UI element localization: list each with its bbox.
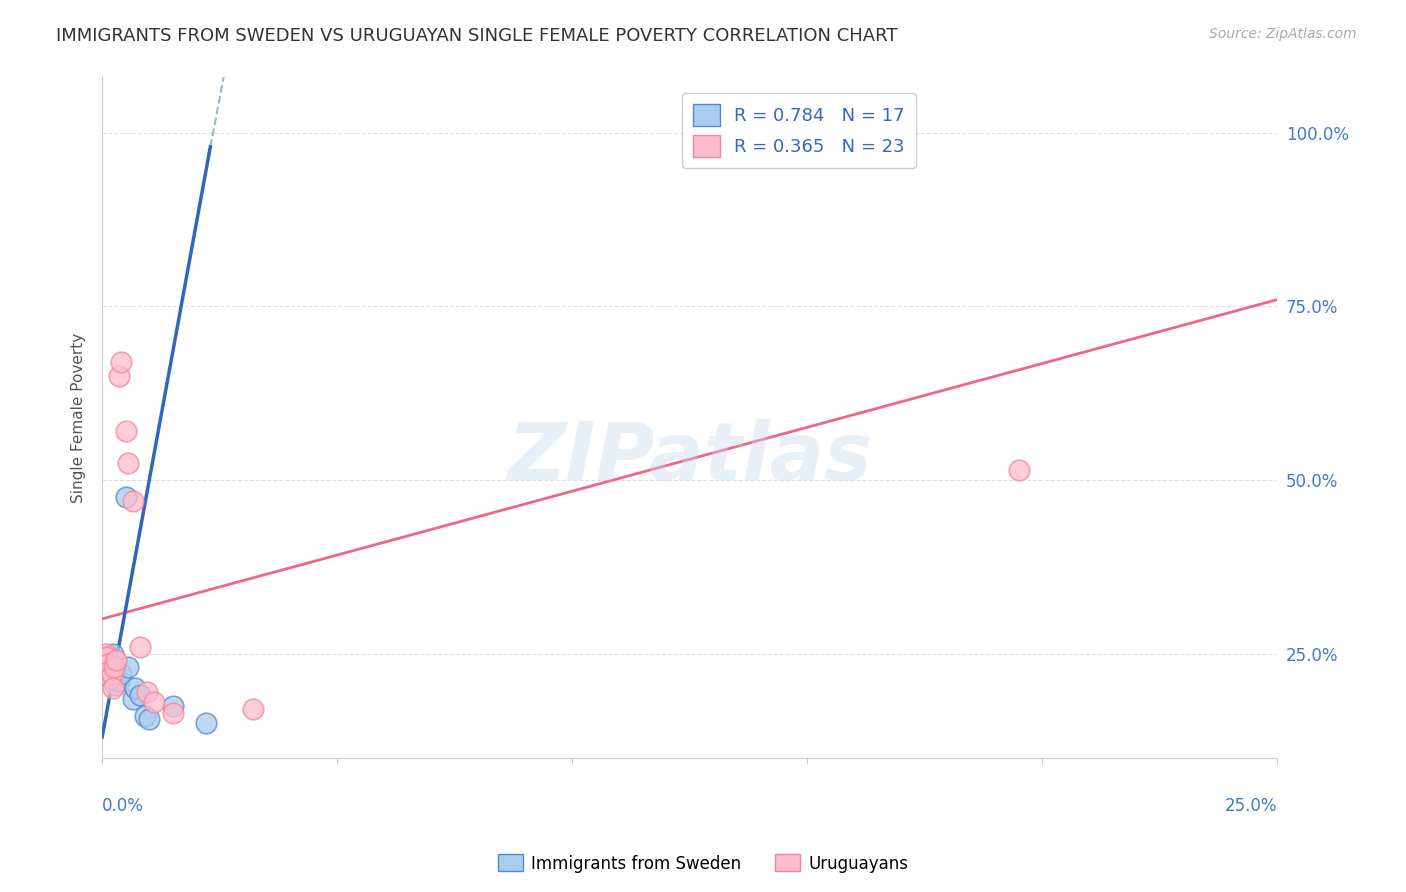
Text: 25.0%: 25.0%	[1225, 797, 1278, 814]
Text: ZIPatlas: ZIPatlas	[508, 419, 872, 498]
Point	[135, 684, 157, 698]
Point	[93, 667, 115, 681]
Point	[91, 653, 114, 667]
Point	[128, 688, 150, 702]
Point	[97, 657, 120, 671]
Text: 0.0%: 0.0%	[103, 797, 143, 814]
Point	[117, 456, 139, 470]
Text: Source: ZipAtlas.com: Source: ZipAtlas.com	[1209, 27, 1357, 41]
Point	[105, 653, 128, 667]
Point	[98, 671, 121, 685]
Y-axis label: Single Female Poverty: Single Female Poverty	[72, 333, 86, 503]
Point	[142, 695, 165, 709]
Point	[103, 660, 125, 674]
Point	[121, 493, 143, 508]
Point	[93, 657, 115, 671]
Point	[100, 671, 122, 685]
Point	[97, 664, 120, 678]
Point	[94, 657, 117, 671]
Point	[128, 640, 150, 654]
Point	[242, 702, 264, 716]
Text: IMMIGRANTS FROM SWEDEN VS URUGUAYAN SINGLE FEMALE POVERTY CORRELATION CHART: IMMIGRANTS FROM SWEDEN VS URUGUAYAN SING…	[56, 27, 898, 45]
Point	[138, 713, 160, 727]
Legend: R = 0.784   N = 17, R = 0.365   N = 23: R = 0.784 N = 17, R = 0.365 N = 23	[682, 94, 915, 168]
Point	[114, 491, 136, 505]
Point	[96, 650, 118, 665]
Point	[134, 709, 156, 723]
Legend: Immigrants from Sweden, Uruguayans: Immigrants from Sweden, Uruguayans	[491, 847, 915, 880]
Point	[107, 368, 129, 383]
Point	[162, 706, 184, 720]
Point	[96, 650, 118, 665]
Point	[94, 647, 117, 661]
Point	[117, 660, 139, 674]
Point	[101, 647, 124, 661]
Point	[121, 691, 143, 706]
Point	[107, 674, 129, 689]
Point	[1008, 462, 1031, 476]
Point	[194, 715, 217, 730]
Point	[104, 678, 127, 692]
Point	[162, 698, 184, 713]
Point	[114, 425, 136, 439]
Point	[124, 681, 146, 696]
Point	[110, 667, 132, 681]
Point	[110, 355, 132, 369]
Point	[94, 660, 117, 674]
Point	[100, 667, 122, 681]
Point	[101, 681, 124, 696]
